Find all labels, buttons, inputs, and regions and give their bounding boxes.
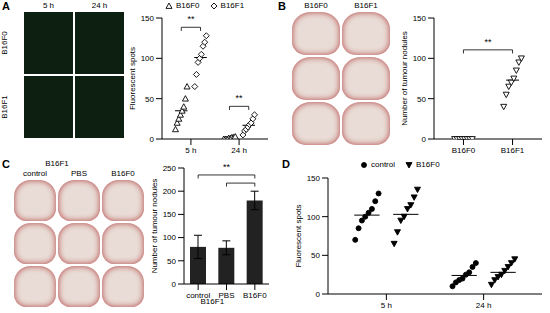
svg-text:150: 150 [163,210,177,219]
svg-text:PBS: PBS [218,290,235,300]
svg-text:Number of tumour nodules: Number of tumour nodules [400,31,409,126]
svg-text:24 h: 24 h [231,146,247,155]
html-text:PBS: PBS [71,169,87,178]
html-text:B16F0: B16F0 [0,31,9,55]
html-text:B16F0: B16F0 [304,1,328,10]
svg-text:50: 50 [167,257,176,266]
html-text:24 h: 24 h [91,1,108,10]
svg-text:100: 100 [413,54,427,63]
svg-text:24 h: 24 h [476,301,492,310]
svg-text:**: ** [484,37,492,47]
html-text:control: control [23,169,47,178]
html-text:B16F0: B16F0 [416,160,440,169]
svg-text:Fluorescent spots: Fluorescent spots [294,204,303,267]
svg-text:0: 0 [316,290,321,299]
svg-text:B16F1: B16F1 [501,146,525,155]
svg-text:250: 250 [163,164,177,173]
svg-text:150: 150 [413,14,427,23]
svg-text:0: 0 [422,135,427,144]
svg-text:**: ** [187,14,195,24]
html-text:C: C [2,158,10,170]
html-text:B16F1: B16F1 [354,1,378,10]
svg-text:150: 150 [307,174,321,183]
html-text:B16F1: B16F1 [220,1,245,10]
svg-text:**: ** [223,162,231,172]
html-text:B16F1: B16F1 [0,95,9,119]
svg-text:B16F0: B16F0 [452,146,476,155]
svg-text:Fluorescent spots: Fluorescent spots [128,47,137,110]
svg-text:control: control [186,290,211,300]
html-text:B16F1: B16F1 [45,159,69,168]
html-text:5 h: 5 h [42,1,55,10]
svg-text:0: 0 [172,280,177,289]
svg-text:0: 0 [150,135,155,144]
svg-text:**: ** [236,93,244,103]
svg-text:B16F0: B16F0 [243,291,267,300]
html-text:B: B [278,0,286,12]
html-text:B16F0: B16F0 [176,1,200,10]
svg-text:50: 50 [145,95,154,104]
html-text:control: control [371,160,395,169]
svg-text:5 h: 5 h [185,146,196,155]
svg-text:150: 150 [141,14,155,23]
html-text:A: A [2,0,10,12]
svg-text:50: 50 [311,251,320,260]
html-text:B16F1: B16F1 [200,297,225,306]
svg-text:100: 100 [307,213,321,222]
svg-text:100: 100 [141,54,155,63]
svg-text:Number of tumour nodules: Number of tumour nodules [150,179,159,274]
svg-text:5 h: 5 h [381,301,392,310]
svg-text:50: 50 [417,95,426,104]
svg-text:100: 100 [163,233,177,242]
html-text:D: D [282,158,290,170]
svg-text:200: 200 [163,187,177,196]
html-text:B16F0: B16F0 [111,169,135,178]
